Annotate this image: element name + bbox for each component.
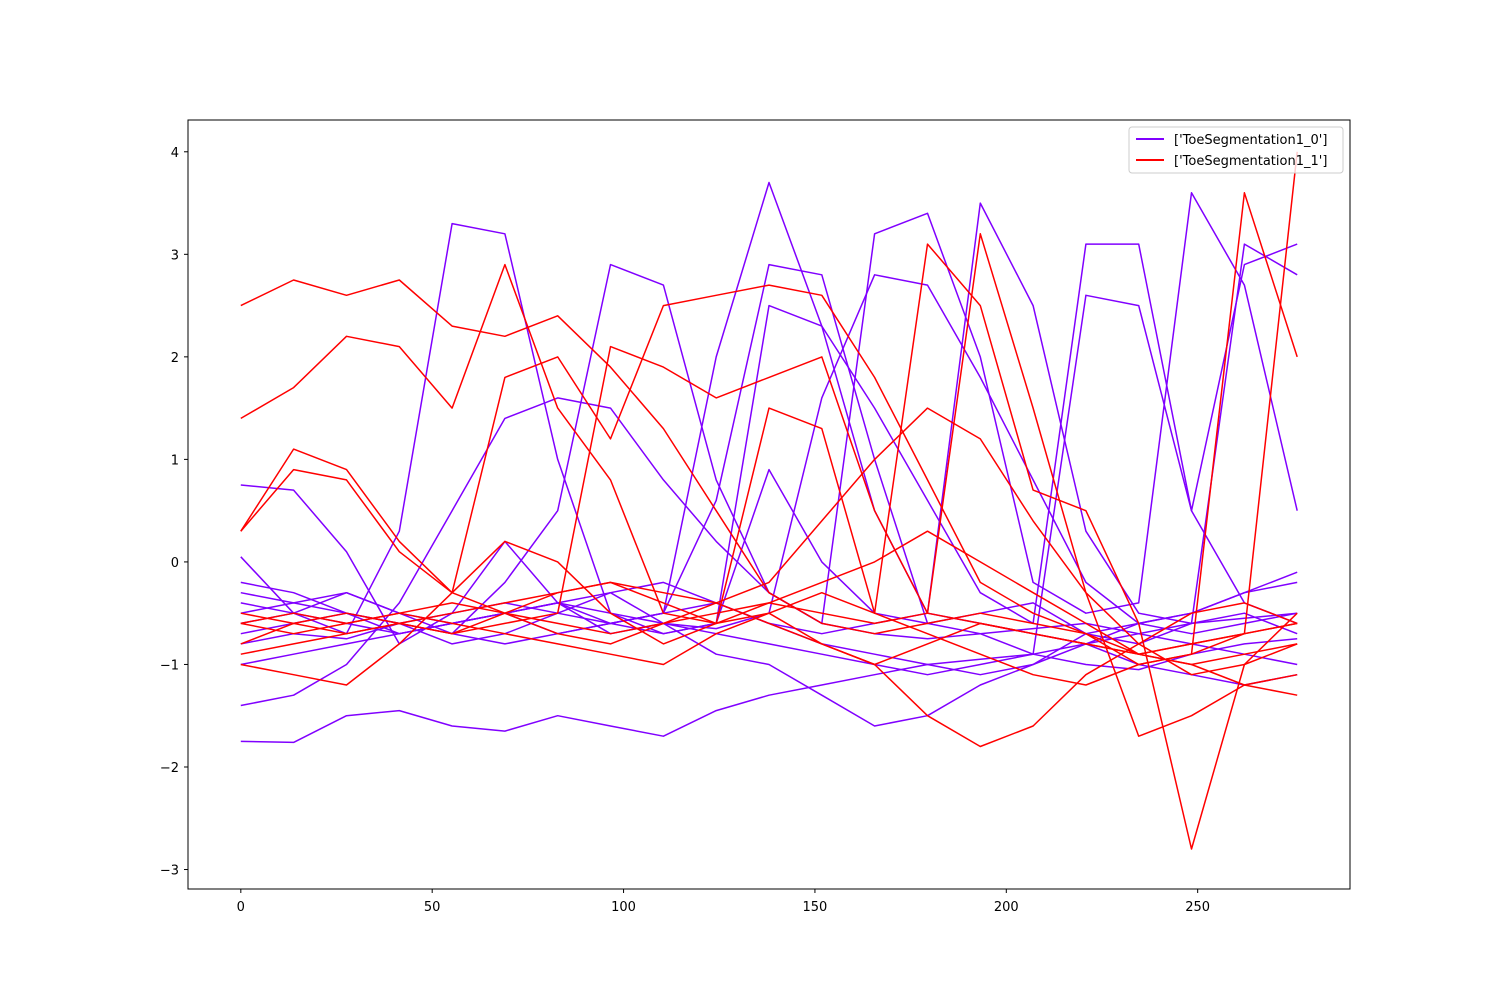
y-tick-label: 4: [171, 146, 179, 161]
legend-frame: [1128, 126, 1344, 174]
series-line-2-class-0: [240, 638, 1298, 744]
series-line-16-class-1: [240, 243, 1298, 850]
x-tick-label: 150: [803, 900, 828, 915]
x-tick-label: 50: [424, 900, 441, 915]
y-tick-label: 1: [171, 453, 179, 468]
y-axis: −3 −2 −1 0 1 2 3 4: [160, 146, 188, 879]
series-line-21-class-1: [240, 602, 1298, 655]
legend-label-class-0: ['ToeSegmentation1_0']: [1174, 133, 1327, 148]
y-tick-label: 3: [171, 248, 179, 263]
series-line-14-class-1: [240, 284, 1298, 666]
y-tick-label: −2: [160, 761, 179, 776]
legend-label-class-1: ['ToeSegmentation1_1']: [1174, 154, 1327, 169]
series-line-13-class-1: [240, 263, 1298, 748]
y-tick-label: −3: [160, 864, 179, 879]
series-line-0-class-0: [240, 274, 1298, 645]
series-line-12-class-1: [240, 279, 1298, 696]
x-tick-label: 200: [994, 900, 1019, 915]
y-tick-label: −1: [160, 658, 179, 673]
y-tick-label: 2: [171, 351, 179, 366]
x-tick-label: 250: [1185, 900, 1210, 915]
legend[interactable]: ['ToeSegmentation1_0'] ['ToeSegmentation…: [1128, 126, 1344, 174]
series-line-19-class-1: [240, 407, 1298, 676]
x-tick-label: 0: [237, 900, 245, 915]
x-tick-label: 100: [611, 900, 636, 915]
lines-layer: [240, 151, 1298, 850]
series-line-10-class-0: [240, 581, 1298, 676]
series-line-3-class-0: [240, 222, 1298, 645]
plot-frame: [187, 119, 1351, 890]
series-line-8-class-0: [240, 602, 1298, 676]
x-axis: 0 50 100 150 200 250: [237, 889, 1210, 915]
series-line-7-class-0: [240, 243, 1298, 635]
y-tick-label: 0: [171, 556, 179, 571]
series-line-4-class-0: [240, 192, 1298, 635]
series-line-5-class-0: [240, 571, 1298, 727]
series-line-17-class-1: [240, 192, 1298, 686]
series-line-20-class-1: [240, 530, 1298, 686]
